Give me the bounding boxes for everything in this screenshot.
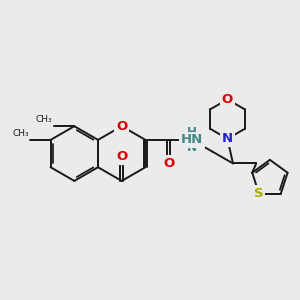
Text: O: O (116, 120, 127, 133)
Text: H
N: H N (187, 126, 197, 154)
Text: HN: HN (181, 134, 203, 146)
Text: CH₃: CH₃ (12, 129, 29, 138)
Text: O: O (222, 93, 233, 106)
Text: O: O (163, 157, 174, 169)
Text: N: N (222, 132, 233, 145)
Text: O: O (116, 150, 127, 163)
Text: CH₃: CH₃ (36, 115, 52, 124)
Text: S: S (254, 187, 264, 200)
